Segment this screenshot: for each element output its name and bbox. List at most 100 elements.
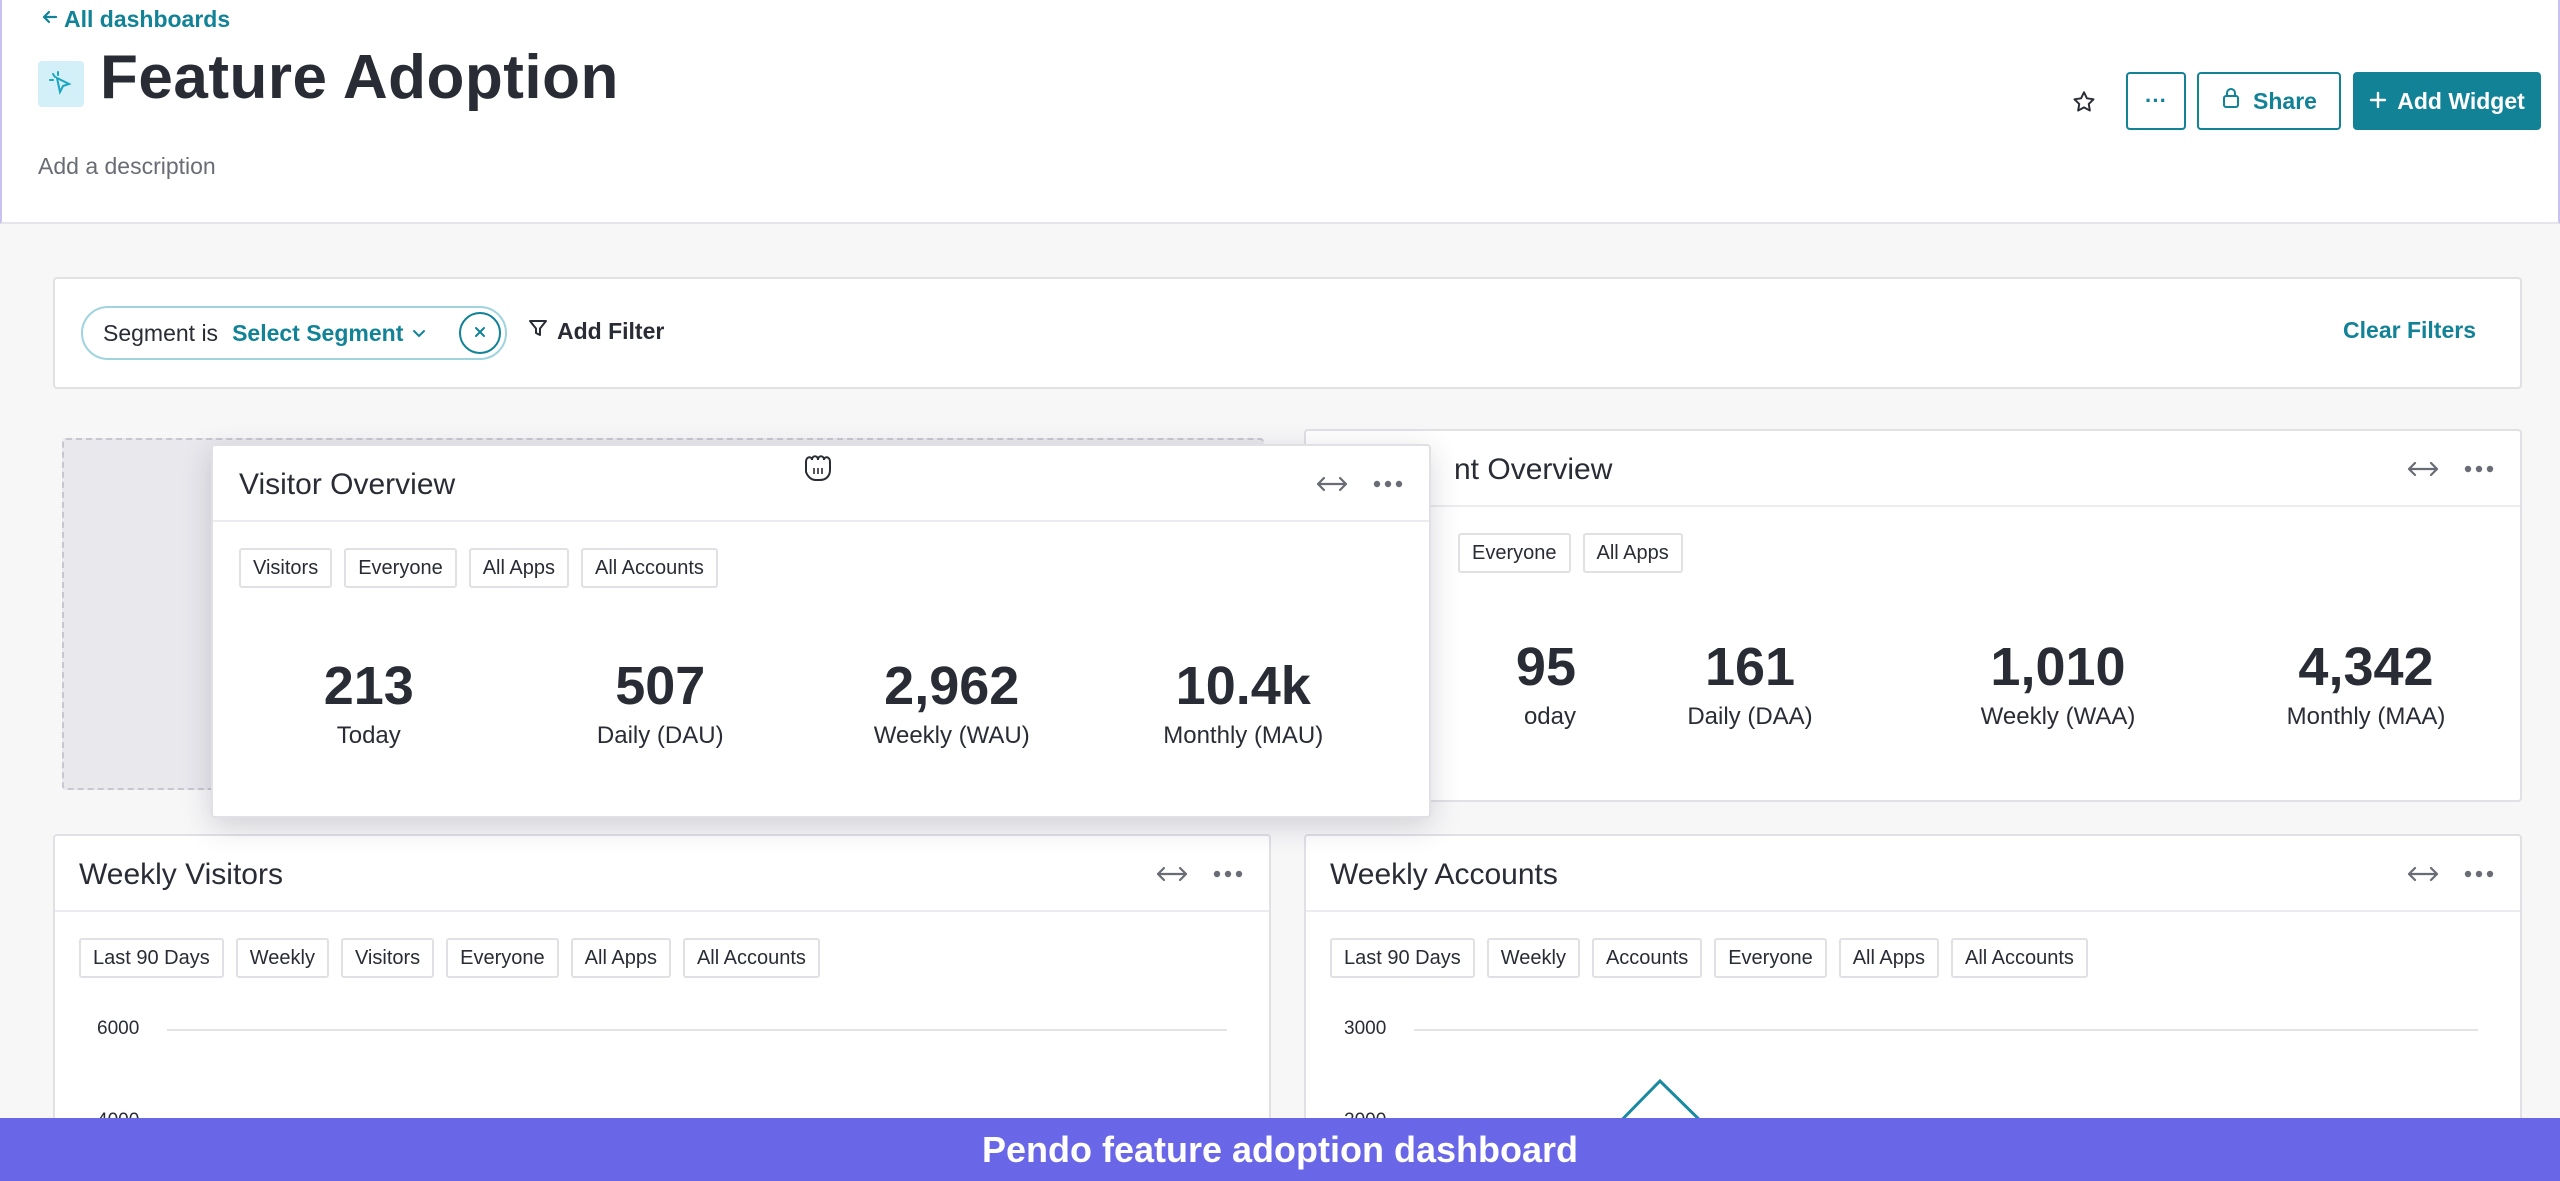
stat-label: Weekly (WAA): [1980, 703, 2136, 730]
chip[interactable]: Weekly: [235, 938, 329, 978]
stat-label: Today: [336, 722, 401, 749]
y-tick-label: 3000: [1344, 1018, 1387, 1039]
chip[interactable]: Last 90 Days: [1330, 938, 1475, 978]
chip[interactable]: Everyone: [1458, 533, 1571, 573]
segment-filter: Segment is Select Segment: [81, 306, 507, 360]
stat: 4,342 Monthly (MAA): [2212, 637, 2520, 731]
chevron-down-icon: [411, 320, 427, 347]
share-button[interactable]: Share: [2197, 72, 2341, 130]
more-options-button[interactable]: ···: [2126, 72, 2186, 130]
widget-chips: Everyone All Apps: [1458, 533, 1683, 573]
chip[interactable]: All Apps: [570, 938, 671, 978]
add-widget-label: Add Widget: [2397, 87, 2525, 114]
chip[interactable]: All Apps: [1838, 938, 1939, 978]
arrow-left-icon: [40, 6, 60, 33]
segment-label: Segment is: [103, 319, 219, 346]
stat: 161 Daily (DAA): [1596, 637, 1904, 731]
widget-chips: Last 90 Days Weekly Visitors Everyone Al…: [79, 938, 820, 978]
stat: 507 Daily (DAU): [515, 656, 807, 750]
widget-actions: [1315, 470, 1405, 498]
stat-label: Monthly (MAA): [2286, 703, 2446, 730]
stat: 213 Today: [223, 656, 515, 750]
grab-cursor-icon: [800, 452, 838, 487]
chip[interactable]: All Accounts: [580, 548, 718, 588]
chip[interactable]: All Apps: [1582, 533, 1683, 573]
dashboard-header: All dashboards Feature Adoption Add a de…: [0, 0, 2560, 224]
y-tick-label: 6000: [97, 1018, 140, 1039]
widget-more-icon[interactable]: [1211, 860, 1245, 888]
account-overview-widget: nt Overview Everyone All Apps 95 oday 16…: [1304, 429, 2522, 802]
widget-more-icon[interactable]: [2462, 455, 2496, 483]
widget-header: Visitor Overview: [213, 446, 1429, 522]
segment-dropdown[interactable]: Select Segment: [232, 320, 427, 347]
caption-text: Pendo feature adoption dashboard: [981, 1128, 1579, 1170]
description-field[interactable]: Add a description: [38, 153, 216, 179]
favorite-star-icon[interactable]: [2064, 82, 2104, 122]
widget-chips: Last 90 Days Weekly Accounts Everyone Al…: [1330, 938, 2088, 978]
filter-funnel-icon: [527, 317, 549, 345]
stat-label: oday: [1523, 703, 1576, 730]
widget-actions: [2406, 860, 2496, 888]
chip[interactable]: Everyone: [344, 548, 457, 588]
chip[interactable]: Visitors: [340, 938, 435, 978]
stat-label: Monthly (MAU): [1163, 722, 1324, 749]
stat-value: 10.4k: [1175, 656, 1311, 716]
chip[interactable]: Accounts: [1591, 938, 1703, 978]
stat: 95 oday: [1306, 637, 1596, 731]
stat-value: 2,962: [884, 656, 1020, 716]
stat: 1,010 Weekly (WAA): [1904, 637, 2212, 731]
gridline: [167, 1029, 1227, 1031]
resize-arrows-icon[interactable]: [1315, 470, 1349, 498]
feature-cursor-icon: [38, 61, 84, 107]
widget-title: Weekly Accounts: [1330, 858, 1558, 891]
widget-actions: [2406, 455, 2496, 483]
resize-arrows-icon[interactable]: [1155, 860, 1189, 888]
stat-value: 1,010: [1990, 637, 2126, 697]
stats-row: 213 Today 507 Daily (DAU) 2,962 Weekly (…: [223, 656, 1389, 750]
stat-value: 161: [1704, 637, 1796, 697]
weekly-visitors-widget: Weekly Visitors Last 90 Days Weekly Visi…: [53, 834, 1271, 1134]
close-icon: [473, 322, 487, 345]
chip[interactable]: All Accounts: [1950, 938, 2088, 978]
widget-title: Visitor Overview: [239, 468, 456, 501]
widget-header: Weekly Accounts: [1306, 836, 2520, 912]
chip[interactable]: Visitors: [239, 548, 333, 588]
widget-more-icon[interactable]: [2462, 860, 2496, 888]
stat-label: Weekly (WAU): [873, 722, 1030, 749]
stat-value: 95: [1515, 637, 1576, 697]
chip[interactable]: All Apps: [468, 548, 569, 588]
widget-title: Weekly Visitors: [79, 858, 283, 891]
stat-label: Daily (DAA): [1687, 703, 1813, 730]
clear-filters-link[interactable]: Clear Filters: [2343, 317, 2476, 343]
stat: 2,962 Weekly (WAU): [806, 656, 1098, 750]
weekly-accounts-widget: Weekly Accounts Last 90 Days Weekly Acco…: [1304, 834, 2522, 1134]
chip[interactable]: Everyone: [446, 938, 559, 978]
widget-more-icon[interactable]: [1371, 470, 1405, 498]
stat-label: Daily (DAU): [596, 722, 724, 749]
add-widget-button[interactable]: Add Widget: [2353, 72, 2541, 130]
chip[interactable]: All Accounts: [682, 938, 820, 978]
chip[interactable]: Weekly: [1486, 938, 1580, 978]
caption-banner: Pendo feature adoption dashboard: [0, 1118, 2560, 1181]
stat: 10.4k Monthly (MAU): [1098, 656, 1390, 750]
chip[interactable]: Last 90 Days: [79, 938, 224, 978]
widget-actions: [1155, 860, 1245, 888]
resize-arrows-icon[interactable]: [2406, 860, 2440, 888]
widget-header: nt Overview: [1306, 431, 2520, 507]
segment-clear-button[interactable]: [459, 312, 501, 354]
visitor-overview-widget[interactable]: Visitor Overview Visitors Everyone All A…: [211, 444, 1431, 818]
stat-value: 213: [323, 656, 414, 716]
segment-value: Select Segment: [232, 319, 404, 346]
all-dashboards-label: All dashboards: [64, 6, 231, 32]
widget-chips: Visitors Everyone All Apps All Accounts: [239, 548, 718, 588]
lock-icon: [2221, 87, 2241, 115]
stat-value: 4,342: [2298, 637, 2434, 697]
all-dashboards-link[interactable]: All dashboards: [40, 6, 230, 33]
filter-bar: Segment is Select Segment Add Filter Cle…: [53, 277, 2522, 389]
add-filter-label: Add Filter: [557, 317, 665, 344]
gridline: [1414, 1029, 2478, 1031]
resize-arrows-icon[interactable]: [2406, 455, 2440, 483]
line-series: [1607, 1078, 1715, 1132]
add-filter-button[interactable]: Add Filter: [527, 317, 664, 345]
chip[interactable]: Everyone: [1714, 938, 1827, 978]
